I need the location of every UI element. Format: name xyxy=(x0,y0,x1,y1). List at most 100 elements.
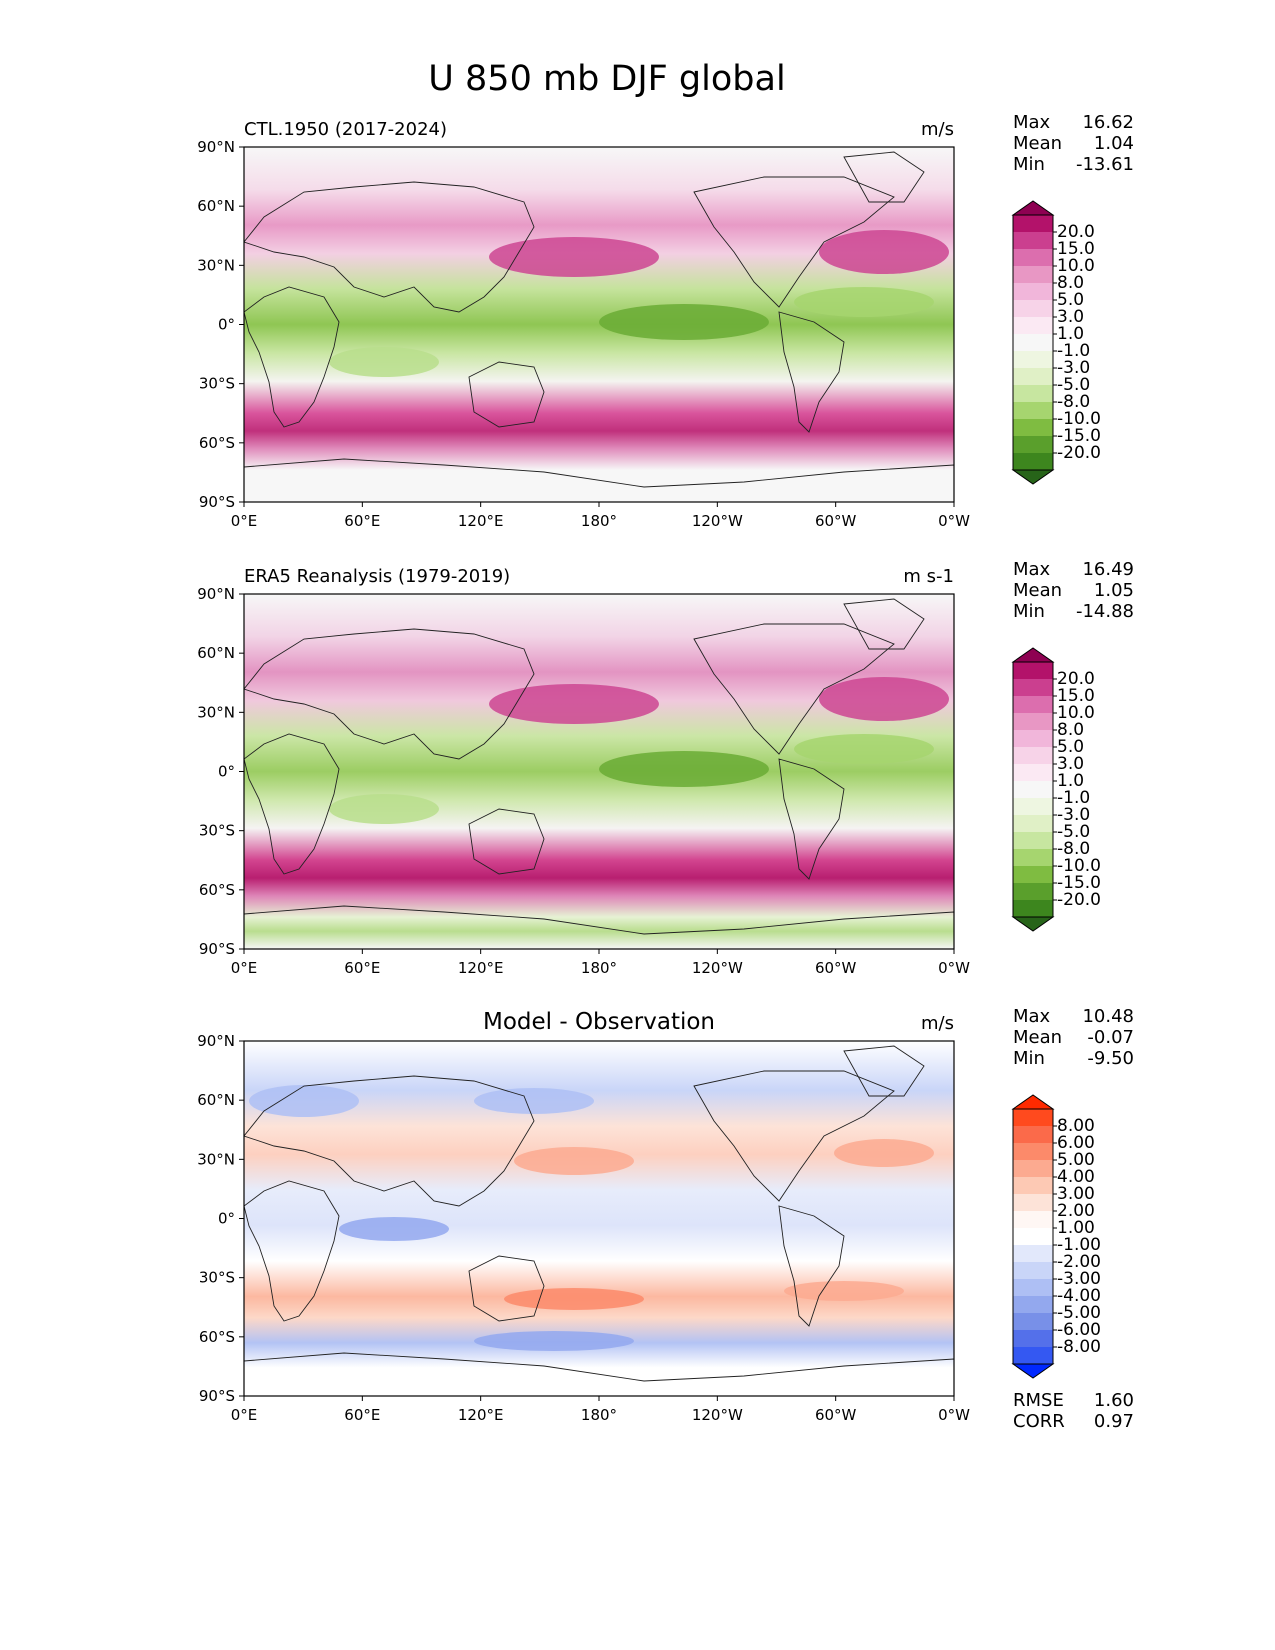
lon-tick-label: 120°W xyxy=(692,959,743,977)
colorbar-segment xyxy=(1013,1126,1053,1143)
colorbar-label: 4.00 xyxy=(1057,1167,1095,1187)
colorbar-segment xyxy=(1013,662,1053,679)
coastline xyxy=(693,1070,895,1202)
lat-tick-label: 0° xyxy=(218,763,235,781)
lat-tick-label: 30°S xyxy=(199,822,235,840)
colorbar-segment xyxy=(1013,866,1053,883)
colorbar-label: 10.0 xyxy=(1057,256,1095,276)
field-feature xyxy=(474,1331,634,1351)
colorbar-segment xyxy=(1013,849,1053,866)
lat-tick-label: 30°N xyxy=(197,703,235,721)
colorbar-label: -5.0 xyxy=(1057,375,1090,395)
colorbar-segment xyxy=(1013,1194,1053,1211)
field-feature xyxy=(834,1139,934,1167)
field-feature xyxy=(339,1217,449,1241)
field-feature xyxy=(794,734,934,764)
stat-value: 1.05 xyxy=(1094,580,1134,601)
stat-value: 10.48 xyxy=(1082,1006,1134,1027)
colorbar-segment xyxy=(1013,368,1053,385)
lat-tick-label: 60°N xyxy=(197,197,235,215)
colorbar-segment xyxy=(1013,1211,1053,1228)
lat-tick-label: 90°S xyxy=(199,493,235,511)
coastline xyxy=(244,181,535,313)
colorbar-label: -8.00 xyxy=(1057,1337,1101,1357)
colorbar-extend-min xyxy=(1011,469,1055,485)
colorbar-label: 5.0 xyxy=(1057,290,1084,310)
colorbar-segment xyxy=(1013,334,1053,351)
lon-tick-label: 120°W xyxy=(692,1406,743,1424)
colorbar-segment xyxy=(1013,215,1053,232)
colorbar-segment xyxy=(1013,679,1053,696)
extra-stat-value: 1.60 xyxy=(1094,1390,1134,1411)
colorbar-segment xyxy=(1013,317,1053,334)
lon-tick-label: 0°W xyxy=(938,1406,970,1424)
colorbar-frame xyxy=(1012,661,1054,918)
coastline xyxy=(244,286,340,428)
colorbar-label: -2.00 xyxy=(1057,1252,1101,1272)
map-field xyxy=(244,147,954,502)
colorbar-label: -1.0 xyxy=(1057,788,1090,808)
field-feature xyxy=(504,1288,644,1310)
stat-label: Mean xyxy=(1013,133,1062,154)
coastline xyxy=(778,758,845,880)
field-feature xyxy=(489,684,659,724)
field-feature xyxy=(329,794,439,824)
coastline xyxy=(778,1205,845,1327)
colorbar-label: 15.0 xyxy=(1057,239,1095,259)
panel-diff: Model - Observation m/s 90°N 60°N 30°N 0° 30°S… xyxy=(197,1006,1134,1432)
colorbar-label: 8.0 xyxy=(1057,273,1084,293)
colorbar-frame xyxy=(1012,1108,1054,1365)
coastline xyxy=(244,905,954,949)
lon-tick-label: 60°W xyxy=(815,1406,857,1424)
lat-tick-label: 30°N xyxy=(197,1150,235,1168)
colorbar-segment xyxy=(1013,730,1053,747)
lon-tick-label: 120°W xyxy=(692,512,743,530)
field-shading xyxy=(244,147,954,502)
colorbar-segment xyxy=(1013,232,1053,249)
lat-tick-label: 90°S xyxy=(199,1387,235,1405)
colorbar-segment xyxy=(1013,283,1053,300)
stat-label: Min xyxy=(1013,1048,1045,1069)
colorbar-label: 5.00 xyxy=(1057,1150,1095,1170)
colorbar-segment xyxy=(1013,1228,1053,1245)
colorbar-segment xyxy=(1013,747,1053,764)
panel-model: CTL.1950 (2017-2024) m/s 90°N 60°N 30°N 0° 30°… xyxy=(197,112,1134,530)
colorbar-label: -5.00 xyxy=(1057,1303,1101,1323)
colorbar-label: -1.0 xyxy=(1057,341,1090,361)
lat-tick-label: 60°S xyxy=(199,1328,235,1346)
colorbar-segment xyxy=(1013,696,1053,713)
colorbar-segment xyxy=(1013,1245,1053,1262)
field-feature xyxy=(514,1147,634,1175)
stat-value: 1.04 xyxy=(1094,133,1134,154)
colorbar-label: -20.0 xyxy=(1057,890,1101,910)
coastline xyxy=(244,733,340,875)
lat-tick-label: 30°S xyxy=(199,1269,235,1287)
stat-label: Max xyxy=(1013,112,1051,133)
lon-tick-label: 60°W xyxy=(815,959,857,977)
colorbar-label: 1.00 xyxy=(1057,1218,1095,1238)
stat-value: 16.62 xyxy=(1082,112,1134,133)
colorbar-extend-max xyxy=(1011,1094,1055,1110)
panel-obs: ERA5 Reanalysis (1979-2019) m s-1 90°N 60°N… xyxy=(197,559,1134,977)
colorbar-segment xyxy=(1013,883,1053,900)
extra-stat-label: CORR xyxy=(1013,1411,1065,1432)
lon-tick-label: 60°E xyxy=(344,1406,380,1424)
field-feature xyxy=(819,677,949,721)
stat-label: Mean xyxy=(1013,580,1062,601)
lon-tick-label: 120°E xyxy=(458,1406,504,1424)
lon-tick-label: 120°E xyxy=(458,512,504,530)
coastline xyxy=(468,361,545,428)
lat-tick-label: 60°N xyxy=(197,644,235,662)
stat-label: Min xyxy=(1013,154,1045,175)
coastline xyxy=(244,1180,340,1322)
figure-title: U 850 mb DJF global xyxy=(428,59,785,99)
colorbar-label: 1.0 xyxy=(1057,324,1084,344)
panel-title: Model - Observation xyxy=(483,1009,715,1035)
extra-stat-value: 0.97 xyxy=(1094,1411,1134,1432)
colorbar-label: -10.0 xyxy=(1057,856,1101,876)
colorbar-segment xyxy=(1013,1347,1053,1364)
coastline xyxy=(244,458,954,502)
colorbar-segment xyxy=(1013,266,1053,283)
lon-tick-label: 60°E xyxy=(344,512,380,530)
extra-stat-label: RMSE xyxy=(1013,1390,1064,1411)
